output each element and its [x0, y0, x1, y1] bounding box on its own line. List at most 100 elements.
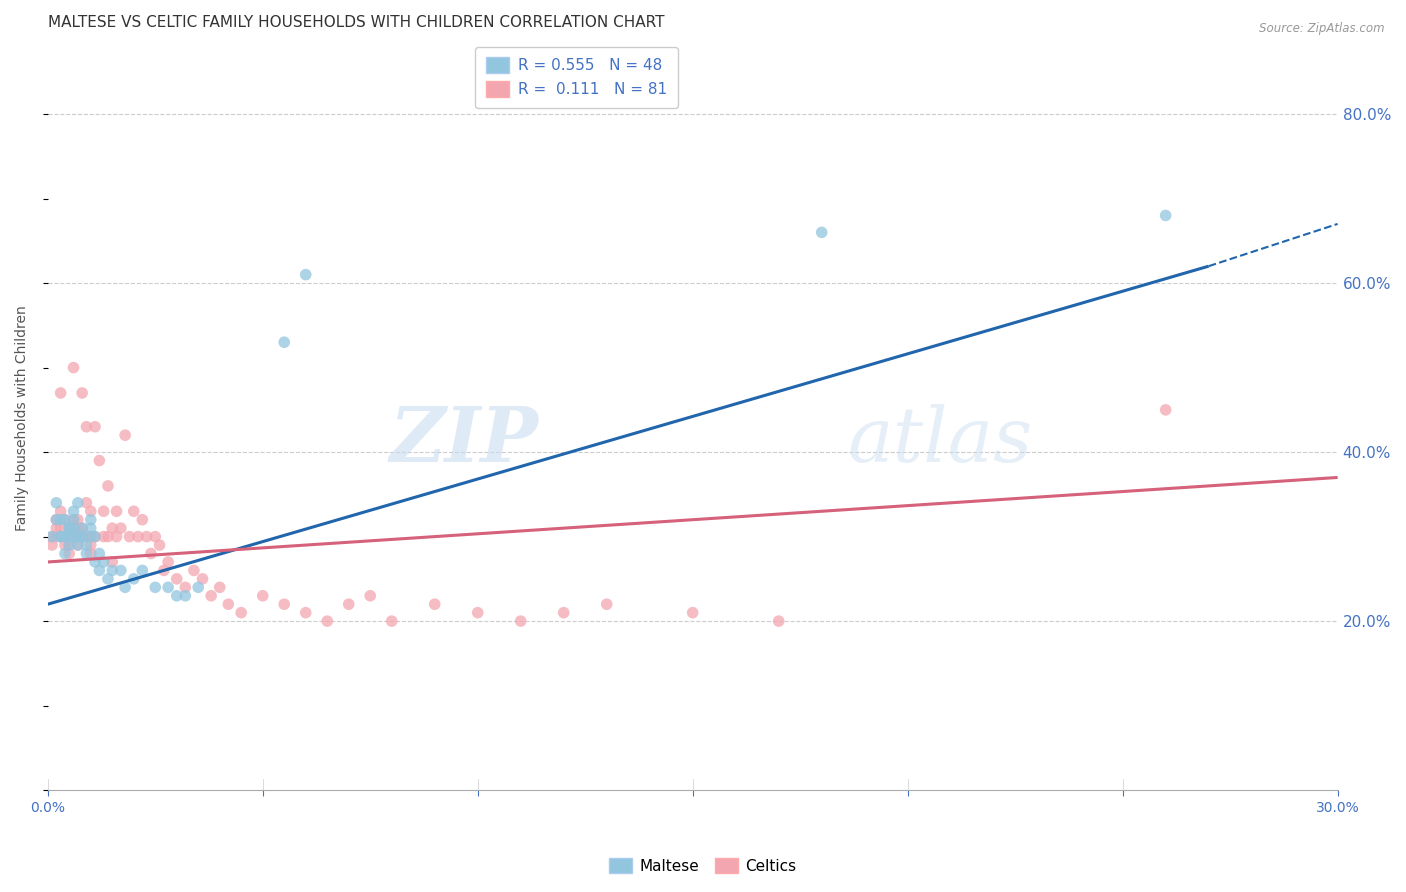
- Point: [114, 428, 136, 442]
- Point: [153, 563, 176, 577]
- Point: [58, 530, 80, 544]
- Point: [110, 521, 132, 535]
- Point: [49, 504, 72, 518]
- Point: [62, 521, 84, 535]
- Point: [118, 530, 141, 544]
- Point: [53, 530, 76, 544]
- Point: [66, 530, 89, 544]
- Point: [66, 513, 89, 527]
- Point: [66, 538, 89, 552]
- Point: [80, 530, 103, 544]
- Point: [45, 530, 67, 544]
- Point: [768, 614, 790, 628]
- Point: [66, 521, 89, 535]
- Point: [131, 513, 153, 527]
- Point: [101, 563, 124, 577]
- Point: [273, 597, 295, 611]
- Point: [157, 555, 180, 569]
- Point: [58, 521, 80, 535]
- Point: [70, 530, 93, 544]
- Text: atlas: atlas: [848, 403, 1033, 477]
- Point: [596, 597, 619, 611]
- Legend: Maltese, Celtics: Maltese, Celtics: [603, 852, 803, 880]
- Point: [53, 530, 76, 544]
- Point: [135, 530, 157, 544]
- Point: [93, 504, 115, 518]
- Point: [97, 479, 120, 493]
- Point: [70, 530, 93, 544]
- Point: [45, 496, 67, 510]
- Point: [66, 530, 89, 544]
- Point: [682, 606, 704, 620]
- Point: [122, 504, 145, 518]
- Point: [58, 547, 80, 561]
- Point: [41, 530, 63, 544]
- Point: [381, 614, 404, 628]
- Text: Source: ZipAtlas.com: Source: ZipAtlas.com: [1260, 22, 1385, 36]
- Point: [131, 563, 153, 577]
- Point: [70, 530, 93, 544]
- Point: [41, 538, 63, 552]
- Point: [80, 530, 103, 544]
- Point: [810, 226, 832, 240]
- Point: [70, 386, 93, 401]
- Point: [53, 530, 76, 544]
- Point: [208, 580, 231, 594]
- Point: [127, 530, 149, 544]
- Point: [58, 521, 80, 535]
- Point: [174, 580, 197, 594]
- Point: [166, 589, 188, 603]
- Y-axis label: Family Households with Children: Family Households with Children: [15, 305, 30, 531]
- Point: [148, 538, 170, 552]
- Point: [53, 513, 76, 527]
- Point: [53, 538, 76, 552]
- Point: [1154, 209, 1177, 223]
- Point: [49, 530, 72, 544]
- Point: [80, 547, 103, 561]
- Point: [217, 597, 239, 611]
- Point: [105, 504, 128, 518]
- Point: [62, 360, 84, 375]
- Point: [62, 513, 84, 527]
- Point: [509, 614, 531, 628]
- Point: [70, 521, 93, 535]
- Point: [58, 530, 80, 544]
- Point: [41, 530, 63, 544]
- Point: [49, 521, 72, 535]
- Point: [58, 521, 80, 535]
- Point: [467, 606, 489, 620]
- Point: [49, 530, 72, 544]
- Point: [174, 589, 197, 603]
- Point: [66, 538, 89, 552]
- Point: [423, 597, 446, 611]
- Point: [53, 513, 76, 527]
- Point: [1154, 402, 1177, 417]
- Point: [122, 572, 145, 586]
- Point: [97, 572, 120, 586]
- Point: [231, 606, 253, 620]
- Point: [75, 547, 97, 561]
- Text: MALTESE VS CELTIC FAMILY HOUSEHOLDS WITH CHILDREN CORRELATION CHART: MALTESE VS CELTIC FAMILY HOUSEHOLDS WITH…: [48, 15, 664, 30]
- Point: [183, 563, 205, 577]
- Point: [294, 268, 316, 282]
- Point: [93, 530, 115, 544]
- Point: [45, 513, 67, 527]
- Point: [80, 504, 103, 518]
- Point: [75, 419, 97, 434]
- Point: [157, 580, 180, 594]
- Point: [84, 530, 107, 544]
- Point: [62, 521, 84, 535]
- Point: [75, 530, 97, 544]
- Point: [294, 606, 316, 620]
- Point: [252, 589, 274, 603]
- Point: [62, 504, 84, 518]
- Point: [45, 521, 67, 535]
- Point: [359, 589, 381, 603]
- Point: [62, 530, 84, 544]
- Point: [101, 521, 124, 535]
- Point: [166, 572, 188, 586]
- Point: [143, 580, 166, 594]
- Point: [105, 530, 128, 544]
- Point: [53, 547, 76, 561]
- Point: [84, 419, 107, 434]
